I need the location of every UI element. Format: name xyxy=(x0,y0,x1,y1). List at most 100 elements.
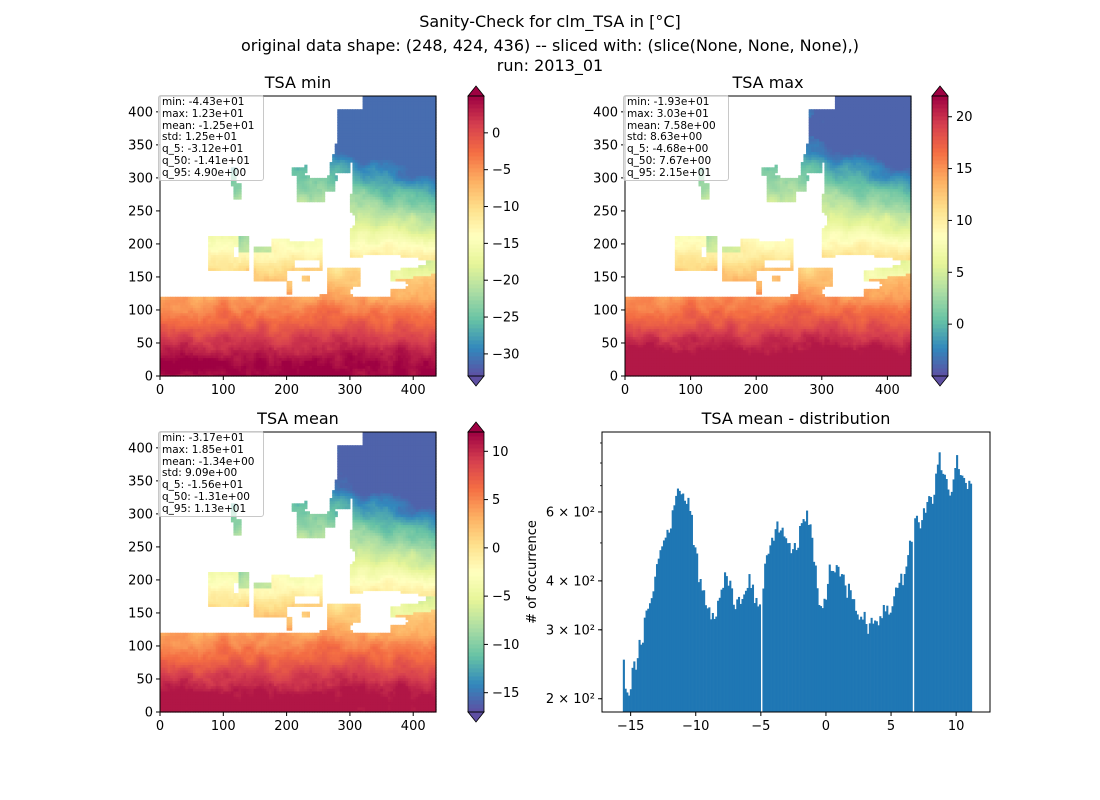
heatmap-cell xyxy=(273,368,278,372)
heatmap-cell xyxy=(357,331,361,335)
heatmap-cell xyxy=(415,352,419,356)
heatmap-cell xyxy=(413,333,417,337)
heatmap-cell xyxy=(248,336,252,340)
heatmap-cell xyxy=(375,331,379,335)
heatmap-cell xyxy=(299,365,303,369)
heatmap-cell xyxy=(337,328,341,332)
heatmap-cell xyxy=(160,328,164,332)
heatmap-cell xyxy=(289,280,293,285)
heatmap-cell xyxy=(261,328,265,332)
heatmap-cell xyxy=(395,344,399,348)
heatmap-cell xyxy=(304,373,308,377)
heatmap-cell xyxy=(233,357,237,361)
heatmap-cell xyxy=(367,362,371,367)
heatmap-cell xyxy=(372,368,376,372)
heatmap-cell xyxy=(296,368,300,372)
heatmap-cell xyxy=(332,354,336,359)
heatmap-cell xyxy=(403,368,407,372)
heatmap-cell xyxy=(327,365,331,369)
heatmap-cell xyxy=(165,354,169,359)
heatmap-cell xyxy=(223,339,227,343)
heatmap-cell xyxy=(316,346,321,351)
heatmap-cell xyxy=(223,349,227,353)
heatmap-cell xyxy=(213,325,217,330)
heatmap-cell xyxy=(405,341,409,345)
heatmap-cell xyxy=(418,357,422,361)
heatmap-cell xyxy=(271,357,275,361)
heatmap-cell xyxy=(372,328,376,332)
heatmap-cell xyxy=(382,354,386,359)
heatmap-cell xyxy=(327,360,331,364)
heatmap-cell xyxy=(263,349,267,353)
heatmap-cell xyxy=(187,333,191,337)
heatmap-cell xyxy=(362,352,366,356)
heatmap-cell xyxy=(248,362,252,367)
heatmap-cell xyxy=(246,339,250,343)
heatmap-cell xyxy=(377,331,381,335)
heatmap-cell xyxy=(263,333,267,337)
heatmap-cell xyxy=(316,328,321,332)
heatmap-cell xyxy=(357,349,361,353)
heatmap-cell xyxy=(301,354,305,359)
heatmap-cell xyxy=(170,362,174,367)
heatmap-cell xyxy=(190,360,194,364)
heatmap-cell xyxy=(380,365,384,369)
heatmap-cell xyxy=(352,360,356,364)
heatmap-cell xyxy=(195,352,199,356)
heatmap-cell xyxy=(392,362,397,367)
heatmap-cell xyxy=(395,331,399,335)
heatmap-cell xyxy=(332,341,336,345)
heatmap-cell xyxy=(337,352,341,356)
heatmap-cell xyxy=(251,336,255,340)
heatmap-cell xyxy=(327,354,331,359)
heatmap-cell xyxy=(185,349,189,353)
heatmap-cell xyxy=(398,328,402,332)
heatmap-cell xyxy=(225,346,229,351)
heatmap-cell xyxy=(248,341,252,345)
heatmap-cell xyxy=(205,368,209,372)
heatmap-cell xyxy=(410,336,414,340)
heatmap-cell xyxy=(387,346,392,351)
heatmap-cell xyxy=(367,331,371,335)
heatmap-cell xyxy=(324,362,328,367)
heatmap-cell xyxy=(344,370,348,374)
heatmap-cell xyxy=(342,344,346,348)
heatmap-cell xyxy=(311,344,316,348)
heatmap-cell xyxy=(324,349,328,353)
heatmap-cell xyxy=(268,333,273,337)
heatmap-cell xyxy=(314,349,318,353)
heatmap-cell xyxy=(316,349,321,353)
heatmap-cell xyxy=(205,344,209,348)
heatmap-cell xyxy=(415,346,419,351)
heatmap-cell xyxy=(392,328,397,332)
heatmap-cell xyxy=(175,331,179,335)
heatmap-cell xyxy=(349,368,354,372)
heatmap-cell xyxy=(390,331,394,335)
heatmap-cell xyxy=(195,368,199,372)
heatmap-cell xyxy=(370,368,374,372)
heatmap-cell xyxy=(246,357,250,361)
heatmap-cell xyxy=(205,333,209,337)
heatmap-cell xyxy=(392,346,397,351)
heatmap-cell xyxy=(271,325,275,330)
heatmap-cell xyxy=(230,339,235,343)
heatmap-cell xyxy=(327,362,331,367)
heatmap-cell xyxy=(347,352,351,356)
heatmap-cell xyxy=(253,349,257,353)
heatmap-cell xyxy=(185,354,189,359)
heatmap-cell xyxy=(258,344,262,348)
heatmap-cell xyxy=(311,333,316,337)
heatmap-cell xyxy=(332,333,336,337)
heatmap-cell xyxy=(160,336,164,340)
heatmap-cell xyxy=(380,336,384,340)
heatmap-cell xyxy=(342,333,346,337)
heatmap-cell xyxy=(349,344,354,348)
heatmap-cell xyxy=(296,373,300,377)
heatmap-cell xyxy=(301,370,305,374)
heatmap-cell xyxy=(367,349,371,353)
heatmap-cell xyxy=(413,354,417,359)
heatmap-cell xyxy=(304,352,308,356)
heatmap-cell xyxy=(165,357,169,361)
heatmap-cell xyxy=(322,333,326,337)
heatmap-cell xyxy=(385,357,389,361)
